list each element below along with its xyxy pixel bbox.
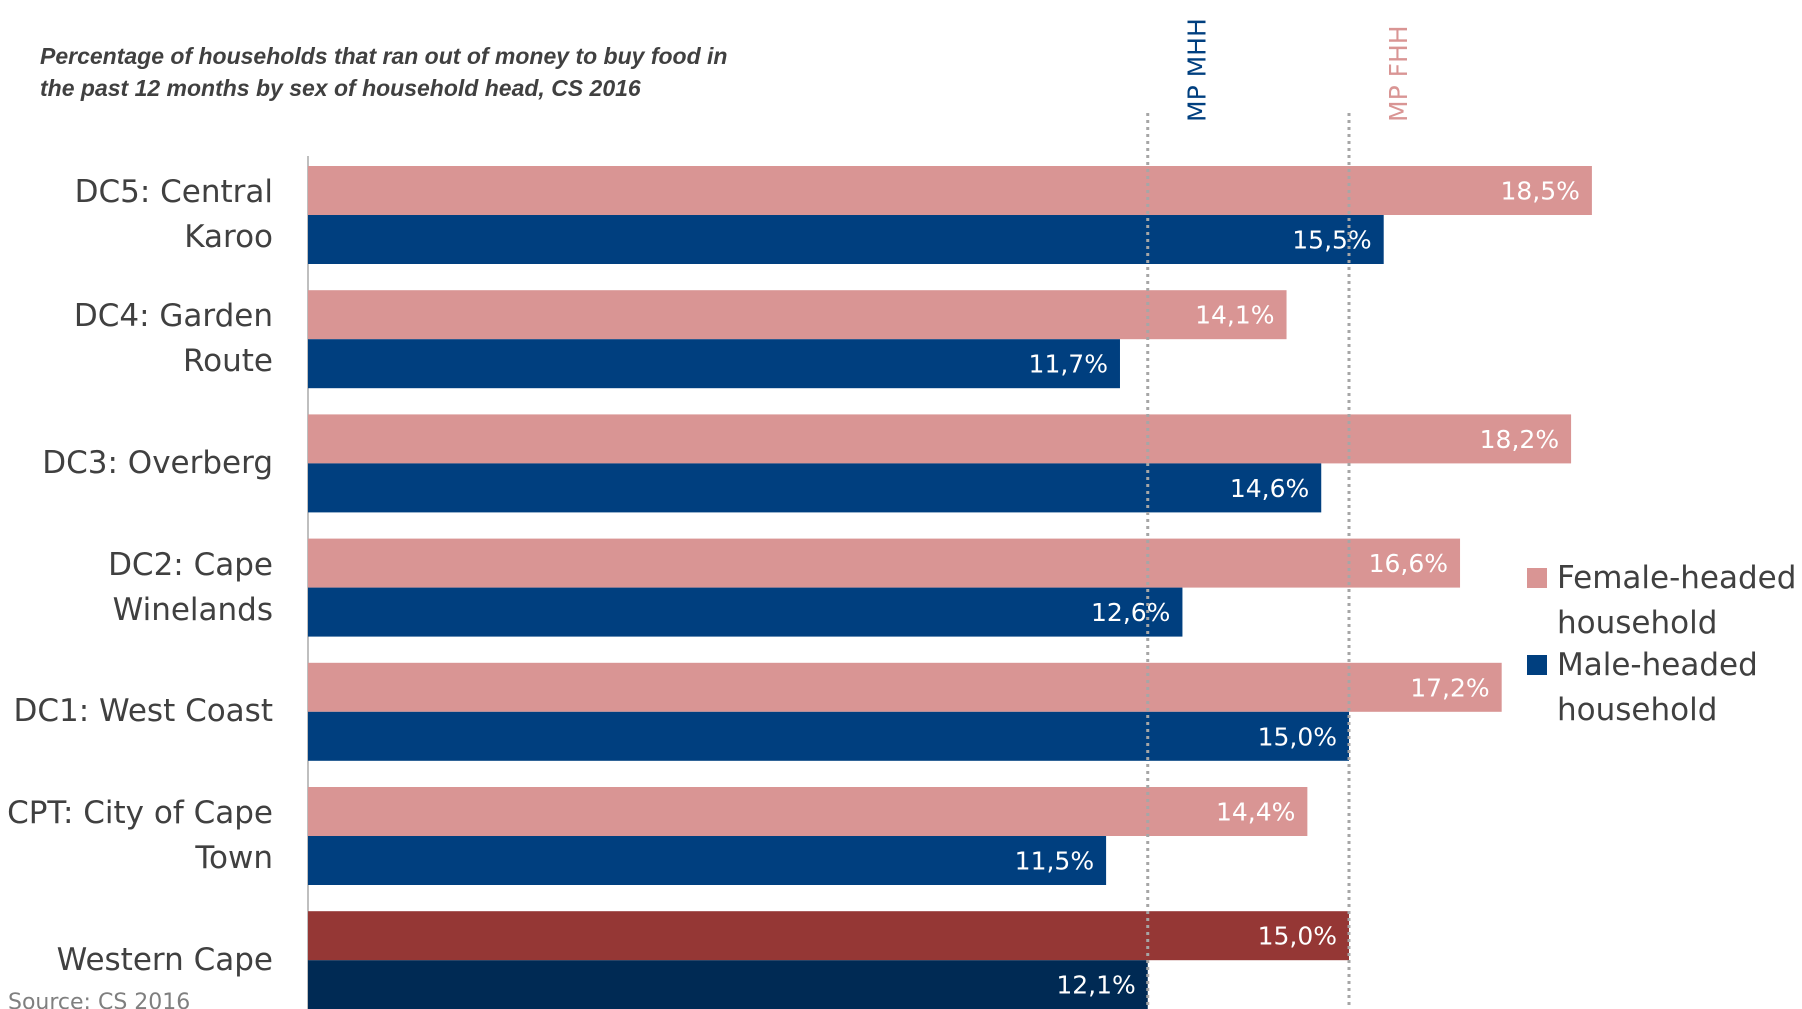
legend-label: Male-headed household: [1557, 647, 1758, 728]
source-note: Source: CS 2016: [8, 990, 191, 1009]
value-label: 17,2%: [1410, 673, 1489, 702]
bar: [308, 538, 1461, 588]
legend-label: Female-headed household: [1557, 560, 1797, 641]
bar: [308, 215, 1384, 264]
bar: [308, 662, 1502, 712]
category-label: DC3: Overberg: [42, 444, 273, 481]
legend-swatch: [1527, 655, 1547, 675]
value-label: 15,5%: [1292, 226, 1371, 255]
category-label: Western Cape: [56, 941, 273, 978]
bar: [308, 414, 1572, 464]
bar: [308, 711, 1349, 761]
category-label: CPT: City of Cape Town: [7, 795, 273, 876]
bar: [308, 911, 1349, 961]
bar: [308, 960, 1148, 1009]
value-label: 16,6%: [1369, 549, 1448, 578]
value-label: 15,0%: [1258, 722, 1337, 751]
chart-title: Percentage of households that ran out of…: [40, 43, 728, 101]
value-label: 14,6%: [1230, 474, 1309, 503]
category-label: DC4: Garden Route: [73, 298, 273, 380]
bar: [308, 587, 1183, 637]
reference-label: MP FHH: [1384, 25, 1413, 122]
category-label: DC5: Central Karoo: [74, 174, 273, 255]
value-label: 18,5%: [1500, 177, 1579, 206]
legend-swatch: [1527, 568, 1547, 588]
bar: [308, 166, 1592, 215]
category-label: DC2: Cape Winelands: [108, 546, 273, 628]
reference-label: MP MHH: [1183, 18, 1212, 122]
value-label: 12,1%: [1056, 971, 1135, 1000]
bar: [308, 290, 1287, 340]
value-label: 14,1%: [1195, 301, 1274, 330]
value-label: 12,6%: [1091, 598, 1170, 627]
bar: [308, 787, 1308, 836]
bar: [308, 836, 1107, 885]
value-label: 15,0%: [1258, 922, 1337, 951]
bar: [308, 463, 1322, 513]
value-label: 18,2%: [1480, 425, 1559, 454]
value-label: 11,5%: [1015, 847, 1094, 876]
category-label: DC1: West Coast: [13, 693, 273, 730]
bar: [308, 339, 1120, 389]
value-label: 14,4%: [1216, 798, 1295, 827]
value-label: 11,7%: [1029, 350, 1108, 379]
